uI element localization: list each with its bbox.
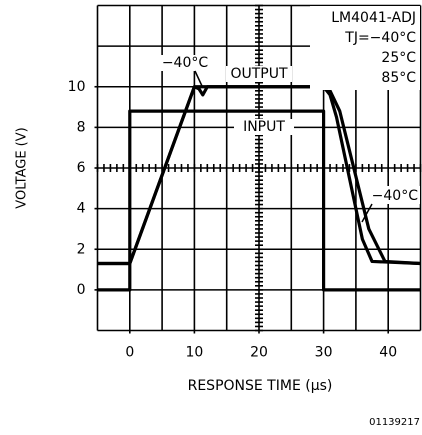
annotation: 85°C xyxy=(381,70,416,86)
annotation: −40°C xyxy=(162,55,209,71)
leader xyxy=(361,203,373,223)
annotation: INPUT xyxy=(243,119,285,135)
line-series xyxy=(97,109,421,292)
x-tick-label: 10 xyxy=(185,345,203,361)
annotation: TJ=−40°C xyxy=(344,30,416,46)
label-bg xyxy=(234,119,294,135)
y-tick-label: 0 xyxy=(77,282,86,298)
label-bg xyxy=(226,66,292,82)
x-tick-label: 40 xyxy=(379,345,397,361)
annotation: 25°C xyxy=(381,50,416,66)
x-tick-label: 30 xyxy=(315,345,333,361)
plot-area xyxy=(94,4,422,334)
label-bg xyxy=(376,186,420,204)
y-tick-label: 2 xyxy=(77,241,86,257)
x-tick-label: 20 xyxy=(250,345,268,361)
annotation: OUTPUT xyxy=(230,66,288,82)
y-tick-label: 4 xyxy=(77,201,86,217)
y-axis-label: VOLTAGE (V) xyxy=(15,127,30,208)
x-tick-label: 0 xyxy=(125,345,134,361)
y-tick-label: 6 xyxy=(77,160,86,176)
annotation: LM4041-ADJ xyxy=(331,10,416,26)
y-tick-label: 10 xyxy=(68,79,86,95)
annotation: −40°C xyxy=(372,188,419,204)
y-tick-label: 8 xyxy=(77,119,86,135)
figure-id: 01139217 xyxy=(369,417,420,428)
label-bg xyxy=(156,55,214,71)
leader xyxy=(194,70,203,87)
legend-box xyxy=(310,6,420,90)
x-axis-label: RESPONSE TIME (μs) xyxy=(188,378,333,394)
line-series xyxy=(97,85,421,266)
